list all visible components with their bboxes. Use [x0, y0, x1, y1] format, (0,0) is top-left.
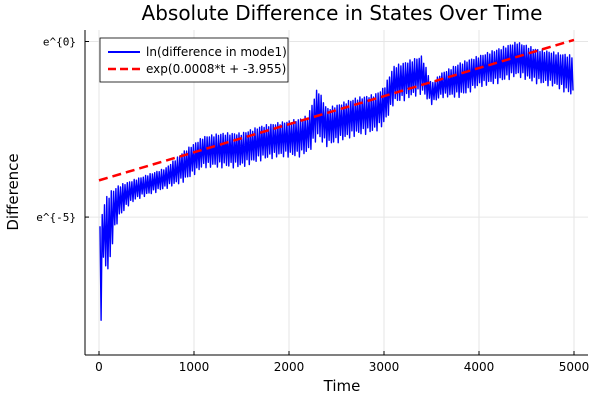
x-tick-label-4: 4000	[464, 360, 495, 374]
series-line-2	[98, 38, 575, 182]
y-axis-ticks: e^{0} e^{-5}	[36, 36, 89, 224]
series-line-1	[99, 41, 574, 321]
x-tick-label-2: 2000	[274, 360, 305, 374]
y-tick-label-0: e^{0}	[43, 36, 76, 49]
y-axis-label: Difference	[4, 153, 22, 230]
x-tick-label-1: 1000	[179, 360, 210, 374]
legend-box	[99, 37, 289, 83]
legend: ln(difference in mode1) exp(0.0008*t + -…	[99, 37, 289, 83]
y-tick-label-1: e^{-5}	[36, 211, 76, 224]
x-axis-label: Time	[323, 377, 361, 395]
x-tick-label-0: 0	[95, 360, 103, 374]
series-layer	[98, 38, 575, 321]
legend-label-series-2: exp(0.0008*t + -3.955)	[146, 62, 286, 76]
x-tick-label-5: 5000	[559, 360, 590, 374]
legend-label-series-1: ln(difference in mode1)	[146, 45, 287, 59]
x-tick-label-3: 3000	[369, 360, 400, 374]
chart-title: Absolute Difference in States Over Time	[142, 1, 543, 25]
x-axis-ticks: 0 1000 2000 3000 4000 5000	[95, 351, 589, 374]
